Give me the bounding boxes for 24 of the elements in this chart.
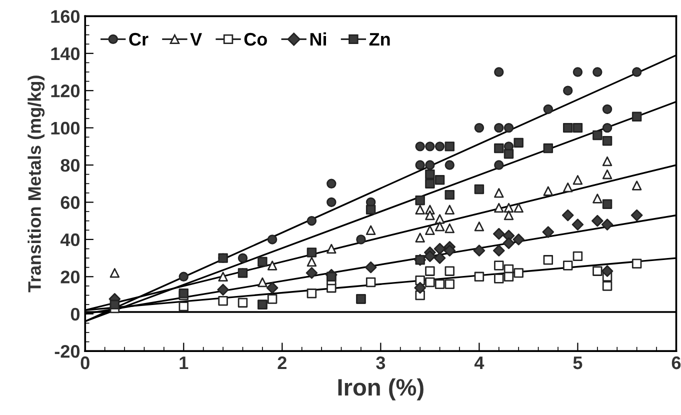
y-tick-label: 0: [70, 308, 80, 321]
x-tick-label: 5: [573, 356, 582, 370]
legend-label: Co: [244, 32, 267, 46]
x-tick-label: 2: [278, 356, 286, 370]
y-tick-label: 160: [51, 10, 80, 23]
y-tick-label: -20: [54, 345, 80, 358]
y-tick-label: 20: [60, 270, 80, 284]
x-tick-label: 6: [672, 356, 681, 370]
x-axis-title: Iron (%): [338, 378, 424, 400]
y-tick-label: 100: [51, 122, 80, 135]
x-tick-label: 1: [180, 356, 188, 370]
legend-label: Zn: [369, 33, 390, 46]
y-tick-label: 140: [51, 47, 80, 60]
x-tick-label: 3: [376, 356, 386, 370]
legend-label: V: [190, 33, 202, 46]
y-tick-label: 60: [60, 196, 80, 209]
y-tick-label: 80: [60, 158, 80, 172]
y-tick-label: 40: [60, 233, 80, 246]
legend-label: Ni: [310, 32, 326, 46]
y-tick-label: 120: [51, 84, 80, 98]
y-axis-title: Transition Metals (mg/kg): [28, 76, 45, 292]
x-tick-label: 4: [474, 356, 484, 370]
x-tick-label: 0: [80, 356, 90, 370]
legend-label: Cr: [129, 32, 148, 46]
